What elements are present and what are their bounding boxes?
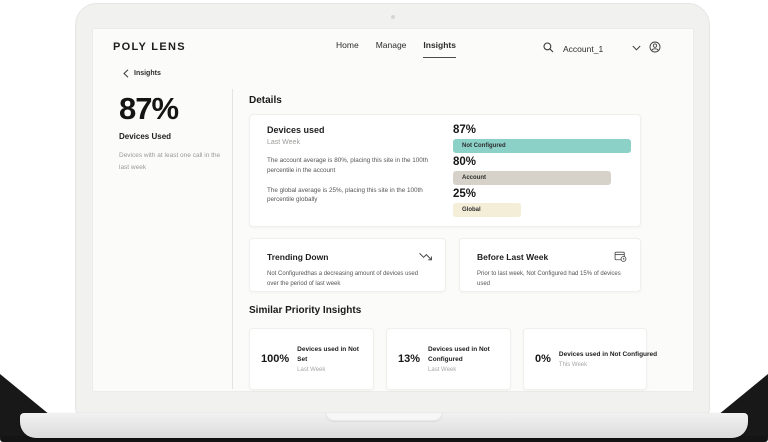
bar-value-global: 25% xyxy=(453,188,477,200)
bar-label-global: Global xyxy=(462,207,481,213)
global-average-text: The global average is 25%, placing this … xyxy=(267,186,423,204)
vertical-divider xyxy=(232,89,233,389)
insight-value: 13% xyxy=(398,353,421,365)
similar-insight-card[interactable]: 0% Devices used in Not Configured This W… xyxy=(523,328,657,390)
insight-summary: 87% Devices Used Devices with at least o… xyxy=(119,91,223,173)
bar-label-not-configured: Not Configured xyxy=(462,143,506,149)
main-nav: Home Manage Insights xyxy=(336,40,456,58)
laptop-base xyxy=(20,413,748,438)
trending-down-card: Trending Down Not Configuredhas a decrea… xyxy=(249,238,446,292)
search-icon[interactable] xyxy=(543,42,554,53)
devices-used-card: Devices used Last Week The account avera… xyxy=(249,114,641,227)
nav-item-manage[interactable]: Manage xyxy=(375,40,407,50)
similar-insight-card[interactable]: 100% Devices used in Not Set Last Week xyxy=(249,328,374,390)
profile-icon[interactable] xyxy=(649,41,661,53)
insight-title: Devices used in Not Configured xyxy=(558,350,658,358)
details-heading: Details xyxy=(249,95,282,106)
percentile-bar-chart: 87% Not Configured 80% Account 25% Globa… xyxy=(453,121,631,217)
bar-value-not-configured: 87% xyxy=(453,124,477,136)
trending-down-title: Trending Down xyxy=(267,252,329,262)
bar-account: Account xyxy=(453,171,612,185)
breadcrumb-label: Insights xyxy=(134,70,161,77)
insight-value: 100% xyxy=(261,353,290,365)
before-last-week-title: Before Last Week xyxy=(477,252,549,262)
account-selector[interactable]: Account_1 xyxy=(563,44,604,54)
card-subtitle: Last Week xyxy=(267,139,300,146)
bar-not-configured: Not Configured xyxy=(453,139,631,153)
card-title: Devices used xyxy=(267,125,325,135)
summary-value: 87% xyxy=(119,91,179,126)
bar-label-account: Account xyxy=(462,175,486,181)
webcam-dot xyxy=(390,15,395,19)
breadcrumb-back[interactable]: Insights xyxy=(123,69,161,78)
app-window: POLY LENS Home Manage Insights Account_1 xyxy=(92,28,694,392)
laptop-shadow-bottom xyxy=(0,436,768,442)
similar-insights-heading: Similar Priority Insights xyxy=(249,305,362,316)
chevron-down-icon[interactable] xyxy=(632,45,641,51)
brand-logo: POLY LENS xyxy=(113,41,186,53)
calendar-clock-icon xyxy=(614,250,627,263)
chevron-left-icon xyxy=(123,69,129,78)
laptop-notch xyxy=(325,413,443,422)
nav-item-insights[interactable]: Insights xyxy=(423,40,456,58)
before-last-week-card: Before Last Week Prior to last week, Not… xyxy=(459,238,641,292)
nav-item-home[interactable]: Home xyxy=(336,40,359,50)
insight-value: 0% xyxy=(535,353,551,365)
trending-down-text: Not Configuredhas a decreasing amount of… xyxy=(267,271,419,287)
bar-value-account: 80% xyxy=(453,156,477,168)
insight-title: Devices used in Not Set xyxy=(297,345,359,363)
insight-period: Last Week xyxy=(297,367,326,374)
insight-period: Last Week xyxy=(428,367,457,374)
summary-label: Devices Used xyxy=(119,132,172,141)
trending-down-icon xyxy=(419,250,432,263)
summary-description: Devices with at least one call in the la… xyxy=(119,152,221,171)
similar-insight-card[interactable]: 13% Devices used in Not Configured Last … xyxy=(386,328,511,390)
before-last-week-text: Prior to last week, Not Configured had 1… xyxy=(477,271,621,287)
insight-title: Devices used in Not Configured xyxy=(428,345,490,363)
account-average-text: The account average is 80%, placing this… xyxy=(267,157,429,174)
bar-global: Global xyxy=(453,203,521,217)
insight-period: This Week xyxy=(558,362,588,369)
